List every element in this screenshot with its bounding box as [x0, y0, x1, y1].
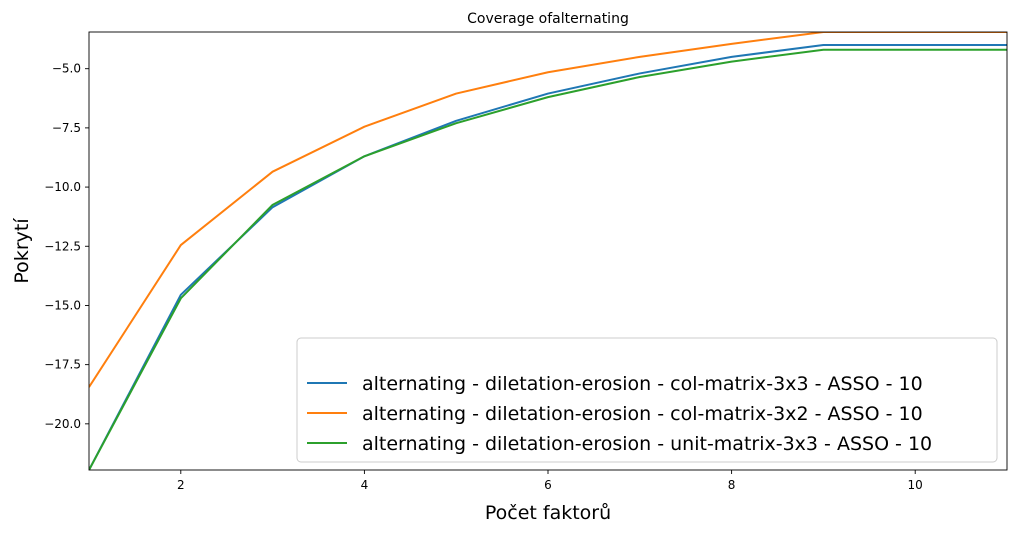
y-axis-label: Pokrytí: [11, 218, 33, 284]
x-tick-label: 10: [908, 478, 923, 492]
x-axis-label: Počet faktorů: [485, 502, 611, 524]
y-axis: −5.0 −7.5 −10.0 −12.5 −15.0 −17.5 −20.0: [44, 62, 89, 431]
y-tick-label: −15.0: [44, 298, 81, 312]
series-line-2: [89, 32, 1007, 388]
x-axis: 2 4 6 8 10: [177, 470, 923, 492]
y-tick-label: −5.0: [52, 62, 81, 76]
x-tick-label: 4: [361, 478, 369, 492]
x-tick-label: 6: [544, 478, 552, 492]
y-tick-label: −17.5: [44, 358, 81, 372]
legend-label-2: alternating - diletation-erosion - col-m…: [362, 403, 923, 425]
y-tick-label: −20.0: [44, 417, 81, 431]
y-tick-label: −7.5: [52, 121, 81, 135]
plot-area: [89, 32, 1007, 470]
legend-box: [296, 337, 998, 463]
x-tick-label: 8: [728, 478, 736, 492]
series-line-3: [89, 48, 1007, 470]
chart-title: Coverage ofalternating: [467, 11, 629, 27]
legend-label-1: alternating - diletation-erosion - col-m…: [362, 373, 923, 395]
x-tick-label: 2: [177, 478, 185, 492]
y-tick-label: −10.0: [44, 180, 81, 194]
legend-label-3: alternating - diletation-erosion - unit-…: [362, 433, 932, 455]
legend: alternating - diletation-erosion - col-m…: [296, 337, 998, 463]
y-tick-label: −12.5: [44, 239, 81, 253]
